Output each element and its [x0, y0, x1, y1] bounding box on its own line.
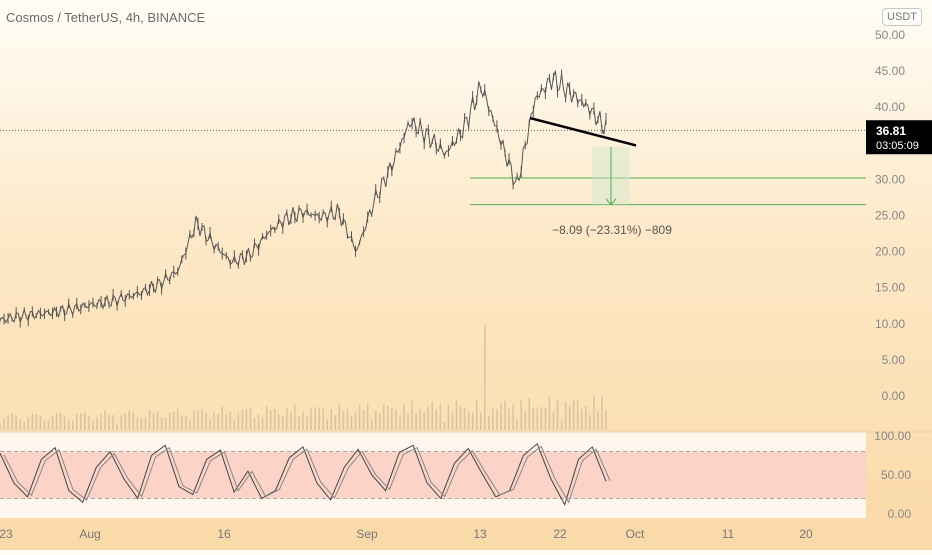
- measure-label: −8.09 (−23.31%) −809: [552, 223, 672, 237]
- chart-title: Cosmos / TetherUS, 4h, BINANCE: [6, 10, 206, 25]
- price-tick-label: 30.00: [875, 172, 905, 186]
- price-tick-label: 45.00: [875, 64, 905, 78]
- price-tick-label: 25.00: [875, 209, 905, 223]
- time-tick-label: 22: [553, 527, 567, 541]
- oscillator-tick-label: 50.00: [881, 468, 911, 482]
- current-price-badge: [866, 120, 932, 155]
- price-tick-label: 5.00: [882, 353, 906, 367]
- trendline: [529, 116, 637, 147]
- price-line: [0, 70, 607, 324]
- current-price-label: 36.81: [876, 124, 906, 138]
- measure-arrowhead: [605, 198, 617, 206]
- price-tick-label: 15.00: [875, 281, 905, 295]
- time-tick-label: 23: [0, 527, 13, 541]
- price-tick-label: 20.00: [875, 245, 905, 259]
- time-tick-label: 20: [799, 527, 813, 541]
- oscillator-d-line: [3, 445, 611, 504]
- time-tick-label: Sep: [356, 527, 378, 541]
- oscillator-tick-label: 100.00: [874, 429, 911, 443]
- price-tick-label: 0.00: [882, 389, 906, 403]
- time-tick-label: 11: [722, 527, 735, 541]
- oscillator-tick-label: 0.00: [888, 507, 912, 521]
- price-tick-label: 50.00: [875, 28, 905, 42]
- time-tick-label: 13: [473, 527, 487, 541]
- time-tick-label: Aug: [79, 527, 100, 541]
- countdown-label: 03:05:09: [876, 140, 919, 152]
- currency-badge[interactable]: USDT: [882, 8, 922, 26]
- price-tick-label: 40.00: [875, 100, 905, 114]
- oscillator-band: [0, 451, 866, 499]
- price-tick-label: 10.00: [875, 317, 905, 331]
- time-tick-label: 16: [217, 527, 231, 541]
- time-tick-label: Oct: [626, 527, 645, 541]
